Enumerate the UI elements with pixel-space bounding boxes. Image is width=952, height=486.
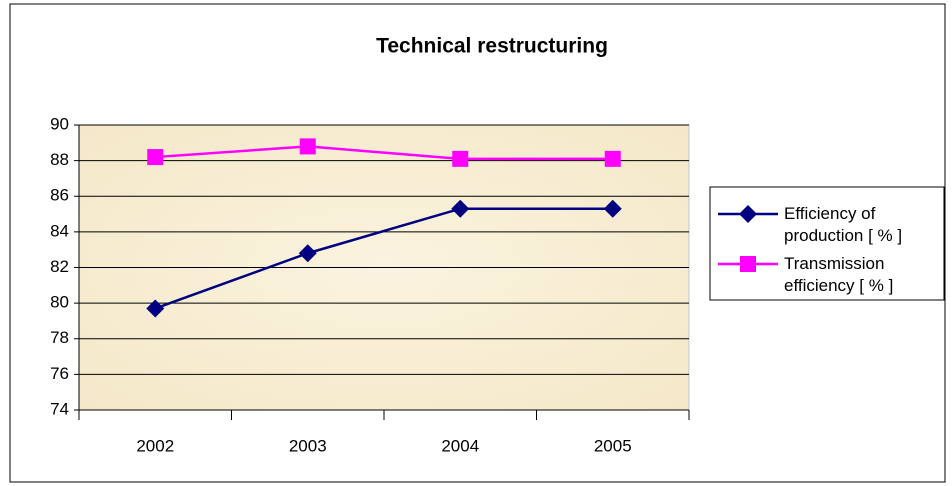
y-tick-label: 86 — [50, 186, 69, 205]
data-point — [299, 138, 316, 155]
legend-box — [709, 186, 945, 301]
y-tick-label: 82 — [50, 257, 69, 276]
series-line — [154, 207, 613, 310]
chart-title: Technical restructuring — [376, 35, 608, 58]
data-point — [147, 149, 164, 166]
legend-marker — [740, 256, 756, 272]
x-tick-label: 2004 — [441, 436, 479, 455]
legend-marker — [739, 205, 757, 223]
series-line — [155, 145, 613, 161]
y-tick-label: 84 — [50, 221, 69, 240]
x-tick-label: 2003 — [289, 436, 327, 455]
y-tick-label: 74 — [50, 399, 69, 418]
legend-label: Transmission efficiency [ % ] — [784, 254, 894, 295]
y-tick-label: 78 — [50, 328, 69, 347]
y-tick-label: 76 — [50, 364, 69, 383]
x-tick-label: 2005 — [594, 436, 632, 455]
data-point — [603, 199, 622, 218]
y-tick-label: 88 — [50, 150, 69, 169]
legend-label: Efficiency of production [ % ] — [784, 204, 903, 245]
data-point — [146, 299, 165, 318]
y-tick-label: 80 — [50, 293, 69, 312]
data-point — [604, 150, 621, 167]
y-tick-label: 90 — [50, 114, 69, 133]
data-point — [298, 244, 317, 263]
data-point — [451, 199, 470, 218]
data-point — [452, 150, 469, 167]
x-tick-label: 2002 — [136, 436, 174, 455]
